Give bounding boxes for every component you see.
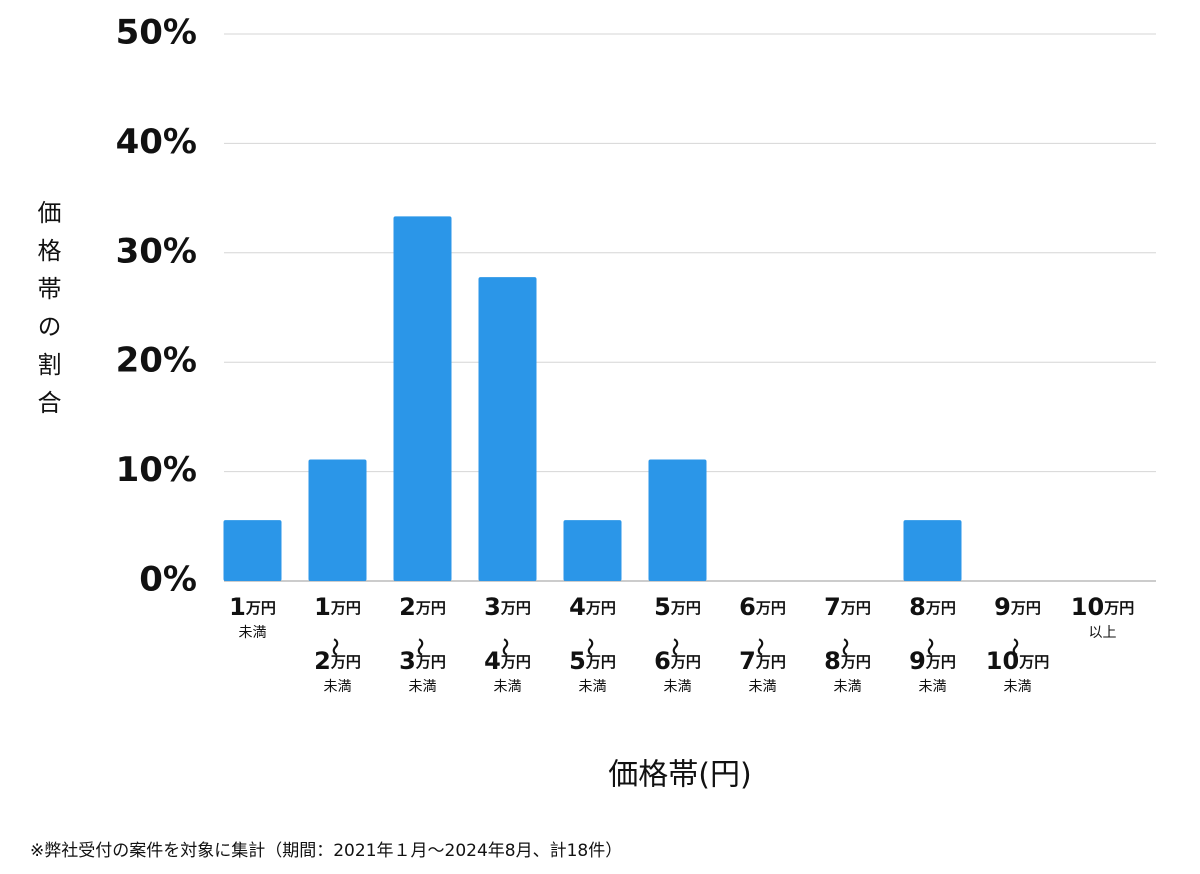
bar bbox=[563, 520, 622, 581]
y-tick-label: 10% bbox=[116, 450, 197, 490]
x-tick-label: 8万円〜9万円未満 bbox=[909, 593, 956, 695]
x-tick-label: 5万円〜6万円未満 bbox=[654, 593, 701, 695]
x-tick-label: 3万円〜4万円未満 bbox=[484, 593, 531, 695]
x-axis-label: 価格帯(円) bbox=[608, 758, 751, 793]
y-tick-label: 30% bbox=[116, 231, 197, 271]
bar bbox=[393, 216, 452, 581]
footnote: ※弊社受付の案件を対象に集計（期間：2021年１月～2024年8月、計18件） bbox=[30, 841, 622, 861]
x-tick-label: 2万円〜3万円未満 bbox=[399, 593, 446, 695]
x-tick-label: 9万円〜10万円未満 bbox=[986, 593, 1049, 695]
bar bbox=[478, 277, 537, 581]
x-tick-label: 7万円〜8万円未満 bbox=[824, 593, 871, 695]
x-tick-label: 1万円未満 bbox=[229, 593, 276, 641]
bar bbox=[308, 459, 367, 581]
x-tick-label: 4万円〜5万円未満 bbox=[569, 593, 616, 695]
x-tick-label: 1万円〜2万円未満 bbox=[314, 593, 361, 695]
bar bbox=[223, 520, 282, 581]
y-tick-label: 0% bbox=[139, 560, 197, 600]
y-tick-label: 50% bbox=[116, 13, 197, 53]
bar bbox=[648, 459, 707, 581]
y-tick-label: 20% bbox=[116, 341, 197, 381]
x-tick-label: 6万円〜7万円未満 bbox=[739, 593, 786, 695]
y-axis-label: 価格帯の割合 bbox=[33, 200, 61, 428]
y-tick-label: 40% bbox=[116, 122, 197, 162]
x-tick-label: 10万円以上 bbox=[1071, 593, 1134, 641]
bar bbox=[903, 520, 962, 581]
